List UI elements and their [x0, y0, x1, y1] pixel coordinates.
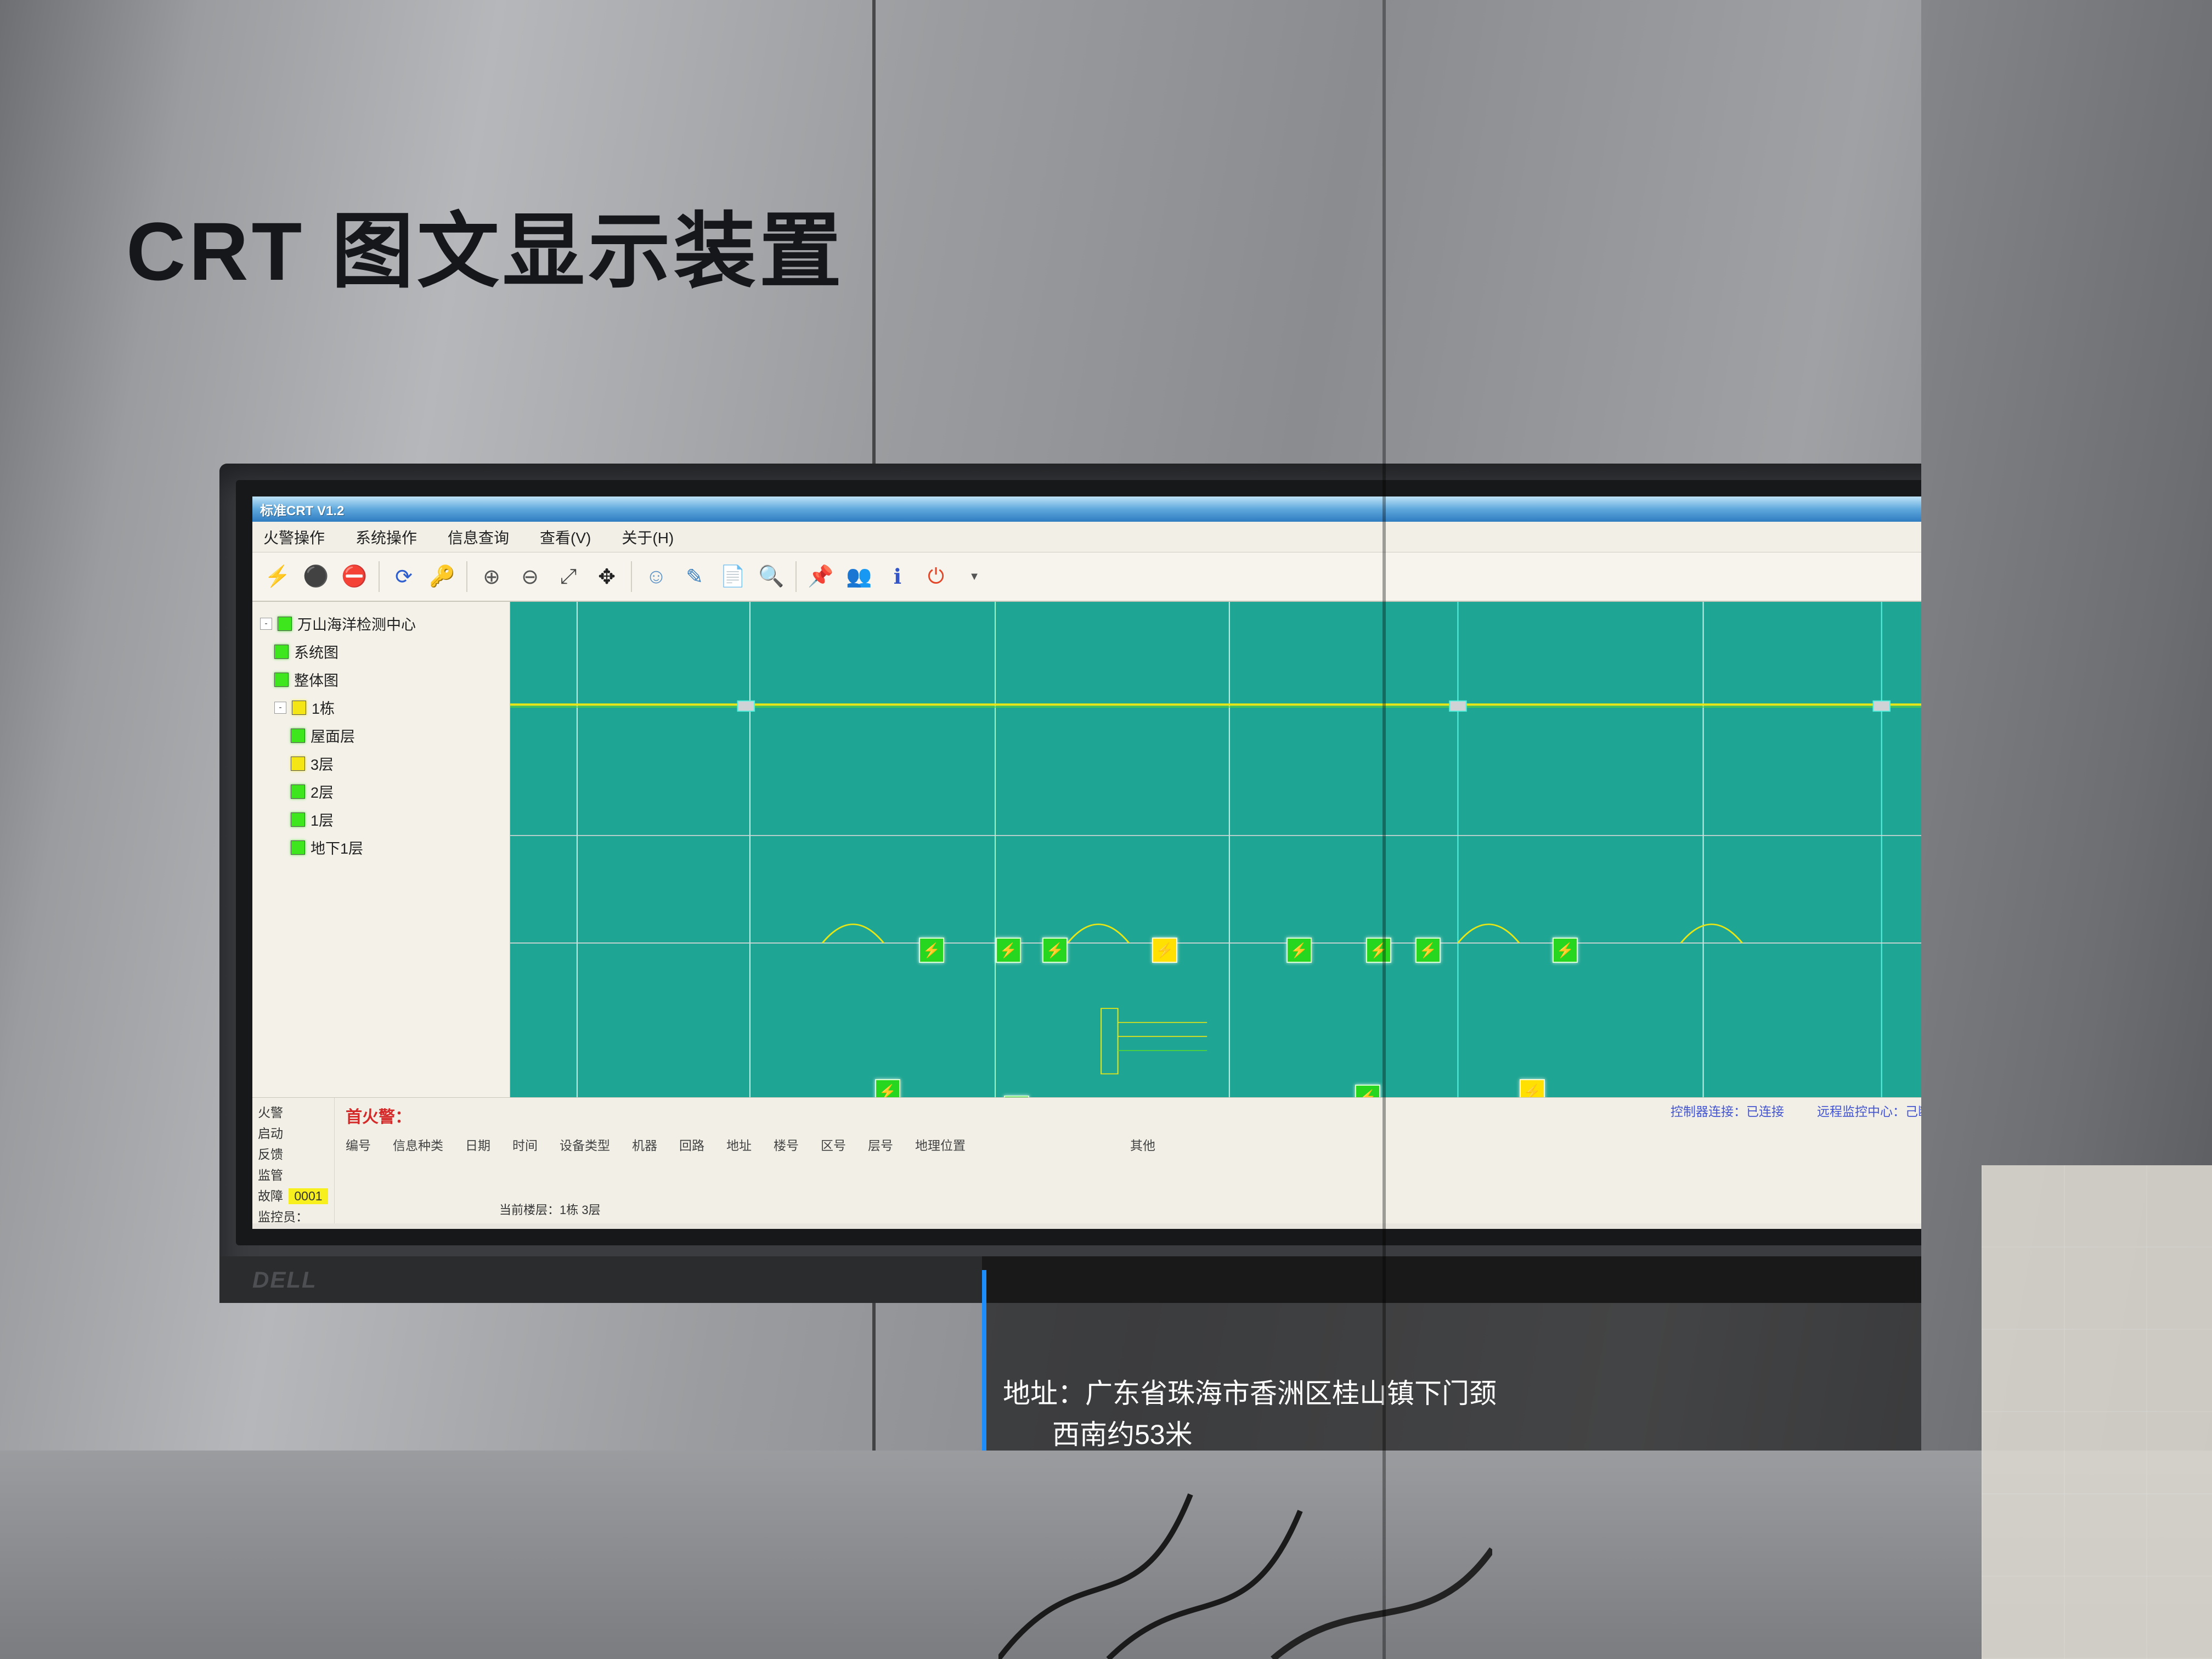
tree-led-2 — [292, 701, 306, 715]
tree-node-7-basement1[interactable]: 地下1层 — [258, 833, 504, 861]
tree-label-7: 地下1层 — [311, 837, 363, 858]
tree-node-root[interactable]: - 万山海洋检测中心 — [258, 610, 504, 637]
zoom-in-icon[interactable]: ⊕ — [474, 559, 509, 594]
status-label-fault: 故障 0001 — [258, 1184, 329, 1205]
tree-label-3: 屋面层 — [311, 725, 355, 746]
key-icon[interactable]: 🔑 — [425, 559, 460, 594]
status-label-monitor-person: 监控员： — [258, 1205, 329, 1226]
power-cables — [998, 1412, 1492, 1659]
tree-label-2: 1栋 — [312, 697, 335, 718]
tree-node-2-building1[interactable]: - 1栋 — [258, 693, 504, 721]
device-icon-2[interactable]: ⚡ — [996, 938, 1021, 963]
menu-item-system-ops[interactable]: 系统操作 — [356, 526, 417, 548]
device-icon-5[interactable]: ⚡ — [1286, 938, 1312, 963]
zoom-out-icon[interactable]: ⊖ — [512, 559, 548, 594]
search-doc-icon[interactable]: 🔍 — [754, 559, 789, 594]
monitor-outer-bezel: 标准CRT V1.2 火警操作 系统操作 信息查询 查看(V) 关于(H) ⚡ … — [219, 464, 1993, 1303]
overlay-address-line1: 地址：广东省珠海市香洲区桂山镇下门颈 — [1003, 1378, 1497, 1409]
profile-icon-1[interactable]: ☺ — [639, 559, 674, 594]
app-title-bar: 标准CRT V1.2 — [252, 496, 1960, 522]
menu-item-fire-ops[interactable]: 火警操作 — [263, 526, 325, 548]
app-main-body: - 万山海洋检测中心 系统图 整体图 - — [252, 602, 1960, 1097]
pin-icon[interactable]: 📌 — [803, 559, 838, 594]
device-title-plaque: CRT 图文显示装置 — [126, 181, 1717, 307]
tree-led-4 — [291, 757, 305, 771]
doc-icon[interactable]: 📄 — [715, 559, 751, 594]
block-icon[interactable]: ⛔ — [337, 559, 372, 594]
stop-icon[interactable]: ⚫ — [298, 559, 334, 594]
tree-led-root — [278, 617, 292, 631]
current-floor-text: 当前楼层：1栋 3层 — [499, 1200, 601, 1218]
status-fault-value[interactable]: 0001 — [289, 1188, 328, 1204]
tree-led-7 — [291, 840, 305, 855]
info-icon[interactable]: ℹ — [880, 559, 915, 594]
tree-node-3-roof[interactable]: 屋面层 — [258, 721, 504, 749]
status-bar-panel[interactable]: 火警 启动 反馈 监管 故障 0001 监控员： 首火警： 编号 — [252, 1097, 1960, 1223]
tree-node-5-floor2[interactable]: 2层 — [258, 777, 504, 805]
menu-caret-icon[interactable]: ▼ — [957, 559, 992, 594]
device-icon-13-fault[interactable]: ⚡ — [1520, 1079, 1545, 1097]
flame-icon[interactable]: ⚡ — [260, 559, 295, 594]
main-toolbar[interactable]: ⚡ ⚫ ⛔ ⟳ 🔑 ⊕ ⊖ ⤢ ✥ ☺ ✎ 📄 🔍 — [252, 552, 1960, 602]
floor-plan-canvas[interactable]: ⚡ ⚡ ⚡ ⚡ ⚡ ⚡ ⚡ ⚡ ⚡ ⚡ ⚡ ⚡ ⚡ ⚡ SC — [510, 602, 1960, 1097]
device-icon-7[interactable]: ⚡ — [1415, 938, 1441, 963]
tree-led-1 — [274, 673, 289, 687]
staircase-icon[interactable] — [1101, 1008, 1207, 1074]
menu-item-view[interactable]: 查看(V) — [540, 526, 591, 548]
profile-icon-2[interactable]: ✎ — [677, 559, 712, 594]
floor-tiles-background — [1982, 1165, 2212, 1659]
alarm-table-headers: 编号 信息种类 日期 时间 设备类型 机器 回路 地址 楼号 区号 层号 地理位… — [346, 1135, 1949, 1154]
tree-led-6 — [291, 812, 305, 827]
device-icon-6[interactable]: ⚡ — [1366, 938, 1391, 963]
monitor-bezel: 标准CRT V1.2 火警操作 系统操作 信息查询 查看(V) 关于(H) ⚡ … — [236, 480, 1976, 1245]
menu-item-info-query[interactable]: 信息查询 — [448, 526, 509, 548]
device-title-text: CRT 图文显示装置 — [126, 185, 845, 304]
status-label-fire: 火警 — [258, 1101, 329, 1122]
device-icon-4-fault[interactable]: ⚡ — [1152, 938, 1177, 963]
tree-led-0 — [274, 645, 289, 659]
select-region-icon[interactable]: ✥ — [589, 559, 624, 594]
menu-item-about[interactable]: 关于(H) — [622, 526, 674, 548]
tree-label-4: 3层 — [311, 753, 334, 774]
refresh-icon[interactable]: ⟳ — [386, 559, 421, 594]
tree-node-0[interactable]: 系统图 — [258, 637, 504, 665]
tree-label-1: 整体图 — [294, 669, 338, 690]
navigation-tree-panel[interactable]: - 万山海洋检测中心 系统图 整体图 - — [252, 602, 510, 1097]
device-icon-12[interactable]: ⚡ — [1355, 1085, 1380, 1097]
connection-status-row: 控制器连接：已连接 远程监控中心：己断开 — [1671, 1101, 1943, 1120]
tree-label-6: 1层 — [311, 809, 334, 830]
app-title-text: 标准CRT V1.2 — [260, 500, 344, 519]
device-icon-1[interactable]: ⚡ — [919, 938, 944, 963]
tree-label-root: 万山海洋检测中心 — [297, 613, 416, 634]
device-icon-8[interactable]: ⚡ — [1553, 938, 1578, 963]
status-label-start: 启动 — [258, 1122, 329, 1143]
status-label-column: 火警 启动 反馈 监管 故障 0001 监控员： — [252, 1098, 335, 1223]
tree-node-1[interactable]: 整体图 — [258, 665, 504, 693]
floor-plan-svg — [510, 602, 1960, 1097]
tree-led-5 — [291, 785, 305, 799]
fit-to-window-icon[interactable]: ⤢ — [551, 559, 586, 594]
tree-label-5: 2层 — [311, 781, 334, 802]
controller-connection-text: 控制器连接：已连接 — [1671, 1101, 1784, 1120]
power-icon[interactable]: ⏻ — [918, 559, 953, 594]
status-label-feedback: 反馈 — [258, 1143, 329, 1164]
tree-node-4-floor3[interactable]: 3层 — [258, 749, 504, 777]
crt-application-screen[interactable]: 标准CRT V1.2 火警操作 系统操作 信息查询 查看(V) 关于(H) ⚡ … — [252, 496, 1960, 1229]
alarm-table[interactable]: 首火警： 编号 信息种类 日期 时间 设备类型 机器 回路 地址 楼号 区号 — [335, 1098, 1960, 1223]
cabinet-housing: CRT 图文显示装置 标准CRT V1.2 火警操作 系统操作 信息查询 查看(… — [0, 0, 2212, 1659]
tree-led-3 — [291, 729, 305, 743]
people-icon[interactable]: 👥 — [842, 559, 877, 594]
dell-logo-text: DELL — [252, 1267, 317, 1293]
tree-node-6-floor1[interactable]: 1层 — [258, 805, 504, 833]
device-icon-9[interactable]: ⚡ — [875, 1079, 900, 1097]
device-icon-3[interactable]: ⚡ — [1042, 938, 1068, 963]
status-label-supervision: 监管 — [258, 1164, 329, 1184]
app-menu-bar[interactable]: 火警操作 系统操作 信息查询 查看(V) 关于(H) — [252, 522, 1960, 552]
tree-label-0: 系统图 — [294, 641, 338, 662]
